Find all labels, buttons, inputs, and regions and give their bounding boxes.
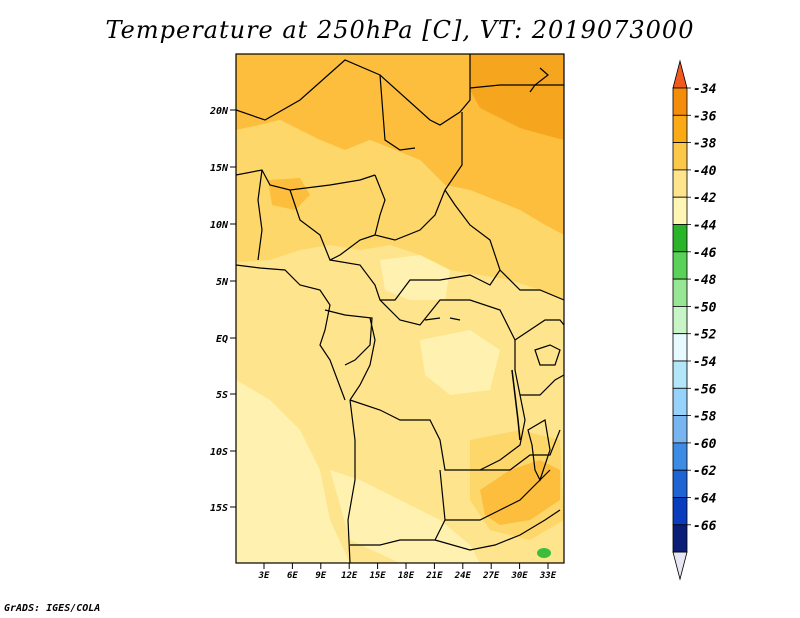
lon-tick-label: 12E bbox=[341, 571, 358, 581]
field-pocket-38-a bbox=[268, 178, 310, 210]
lat-tick-label: EQ bbox=[216, 334, 228, 345]
lon-tick-label: 9E bbox=[315, 571, 326, 581]
colorbar-swatch bbox=[672, 333, 688, 362]
map-title: Temperature at 250hPa [C], VT: 201907300… bbox=[105, 16, 695, 44]
lon-tick-label: 3E bbox=[258, 571, 270, 581]
colorbar-label: -54 bbox=[693, 355, 717, 370]
lon-tick-label: 21E bbox=[425, 571, 443, 581]
colorbar-swatch bbox=[672, 114, 688, 144]
grads-credit: GrADS: IGES/COLA bbox=[4, 603, 101, 614]
lat-tick-label: 15S bbox=[210, 503, 228, 514]
colorbar-top-arrow bbox=[672, 59, 688, 89]
colorbar-label: -48 bbox=[693, 273, 717, 288]
colorbar-label: -60 bbox=[693, 437, 717, 452]
colorbar-swatch bbox=[672, 142, 688, 171]
field-spot-46 bbox=[537, 548, 551, 558]
lon-tick-label: 30E bbox=[510, 571, 528, 581]
colorbar-label: -58 bbox=[693, 410, 717, 425]
map-frame bbox=[235, 53, 565, 564]
lon-tick-label: 27E bbox=[482, 571, 500, 581]
colorbar-label: -34 bbox=[693, 82, 717, 97]
field-band-44-a bbox=[236, 380, 350, 563]
lon-tick-label: 33E bbox=[539, 571, 557, 581]
colorbar-swatch bbox=[672, 169, 688, 198]
lat-tick-label: 10N bbox=[210, 220, 229, 231]
colorbar-swatch bbox=[672, 278, 688, 307]
lon-tick-label: 18E bbox=[398, 571, 415, 581]
longitude-axis: 3E 6E 9E 12E 15E 18E 21E 24E 27E 30E 33E bbox=[258, 563, 557, 581]
colorbar-label: -40 bbox=[693, 164, 717, 179]
lon-tick-label: 6E bbox=[287, 571, 298, 581]
lat-tick-label: 20N bbox=[209, 106, 229, 117]
colorbar-swatch bbox=[672, 524, 688, 553]
lat-tick-label: 5S bbox=[216, 390, 228, 401]
lon-tick-label: 15E bbox=[369, 571, 386, 581]
field-band-44-c bbox=[380, 255, 450, 300]
colorbar-label: -66 bbox=[693, 519, 717, 534]
colorbar-swatch bbox=[672, 387, 688, 416]
colorbar-label: -62 bbox=[693, 464, 717, 479]
colorbar-label: -46 bbox=[693, 246, 717, 261]
colorbar-label: -50 bbox=[693, 300, 717, 315]
colorbar-swatch bbox=[672, 360, 688, 389]
field-band-40 bbox=[236, 120, 564, 300]
colorbar-label: -36 bbox=[693, 109, 717, 124]
colorbar-swatch bbox=[672, 415, 688, 444]
colorbar-bottom-arrow bbox=[672, 551, 688, 581]
colorbar-label: -38 bbox=[693, 137, 717, 152]
latitude-axis: 20N 15N 10N 5N EQ 5S 10S 15S bbox=[209, 106, 236, 514]
colorbar-label: -64 bbox=[693, 492, 717, 507]
lat-tick-label: 15N bbox=[210, 163, 229, 174]
temperature-field bbox=[236, 54, 564, 563]
colorbar-swatch bbox=[672, 251, 688, 280]
colorbar-swatch bbox=[672, 87, 688, 116]
colorbar-label: -44 bbox=[693, 219, 717, 234]
lat-tick-label: 10S bbox=[210, 447, 228, 458]
field-pocket-38-b bbox=[480, 460, 560, 525]
colorbar-swatch bbox=[672, 196, 688, 225]
colorbar-swatch bbox=[672, 497, 688, 526]
colorbar-swatch bbox=[672, 442, 688, 471]
colorbar-swatch bbox=[672, 469, 688, 498]
field-band-36 bbox=[470, 54, 564, 140]
field-band-44-d bbox=[420, 330, 500, 395]
colorbar-label: -52 bbox=[693, 328, 717, 343]
lon-tick-label: 24E bbox=[454, 571, 472, 581]
field-band-44-b bbox=[330, 470, 480, 563]
lat-tick-label: 5N bbox=[216, 277, 229, 288]
colorbar-label: -42 bbox=[693, 191, 717, 206]
colorbar-swatch bbox=[672, 224, 688, 253]
country-borders bbox=[236, 54, 564, 563]
colorbar-label: -56 bbox=[693, 382, 717, 397]
colorbar: -34 -36 -38 -40 -42 -44 -46 -48 -50 -52 -54 -56 -58 -… bbox=[672, 59, 717, 581]
colorbar-swatch bbox=[672, 305, 688, 335]
